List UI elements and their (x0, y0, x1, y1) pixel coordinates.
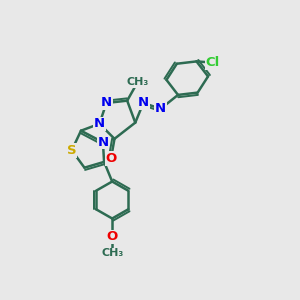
Text: O: O (105, 152, 117, 165)
Text: N: N (155, 102, 166, 115)
Text: CH₃: CH₃ (101, 248, 123, 258)
Text: Cl: Cl (206, 56, 220, 69)
Text: N: N (98, 136, 109, 149)
Text: O: O (106, 230, 118, 244)
Text: N: N (138, 97, 149, 110)
Text: S: S (67, 144, 76, 157)
Text: N: N (101, 97, 112, 110)
Text: N: N (94, 117, 105, 130)
Text: CH₃: CH₃ (127, 77, 149, 87)
